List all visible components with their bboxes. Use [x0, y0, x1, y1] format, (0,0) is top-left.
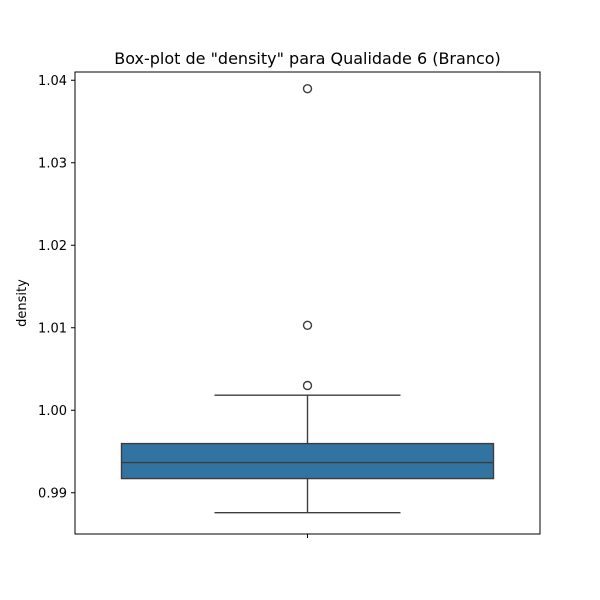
y-tick-label: 1.00: [38, 404, 67, 419]
y-tick-label: 1.01: [38, 321, 67, 336]
y-tick-label: 1.03: [38, 156, 67, 171]
y-tick-label: 0.99: [38, 486, 67, 501]
iqr-box: [120, 442, 495, 480]
y-axis-label: density: [15, 279, 30, 327]
y-tick-label: 1.02: [38, 239, 67, 254]
y-tick-label: 1.04: [38, 74, 67, 89]
y-axis: 0.99 1.00 1.01 1.02 1.03 1.04: [38, 74, 75, 501]
outlier-point: [302, 320, 313, 330]
outlier-point: [302, 380, 313, 391]
outlier-point: [302, 83, 313, 94]
plot-area: [120, 83, 495, 514]
chart-title: Box-plot de "density" para Qualidade 6 (…: [114, 49, 501, 68]
